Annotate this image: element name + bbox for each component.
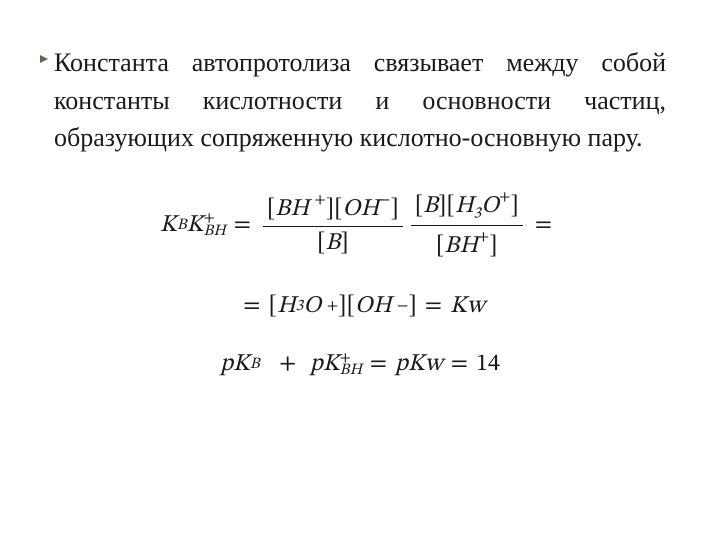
equations-block: KB K+BH = [BH +][OH−] [B] [B][H3O+]: [54, 187, 666, 379]
intro-paragraph: Константа автопротолиза связывает между …: [54, 44, 666, 157]
equation-2: = [H3O +][OH −] = Kw: [54, 291, 666, 321]
equation-1: KB K+BH = [BH +][OH−] [B] [B][H3O+]: [54, 187, 666, 262]
intro-text: Константа автопротолиза связывает между …: [54, 48, 666, 152]
equation-3: pKB + pK+BH = pKw = 14: [54, 349, 666, 379]
bullet-icon: [40, 55, 48, 63]
